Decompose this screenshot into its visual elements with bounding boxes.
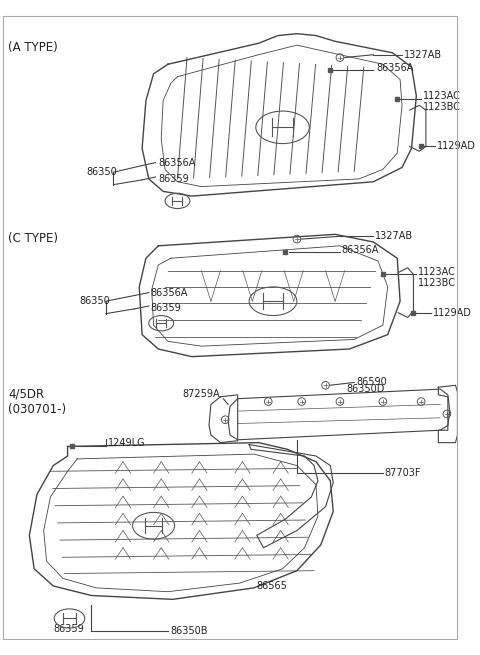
Text: 86359: 86359 — [53, 624, 84, 634]
Text: 1129AD: 1129AD — [437, 141, 476, 151]
Text: 1123AC: 1123AC — [423, 91, 461, 101]
Text: 86359: 86359 — [151, 303, 181, 313]
Text: 86590: 86590 — [356, 377, 387, 388]
Text: (C TYPE): (C TYPE) — [8, 233, 59, 246]
Text: 86565: 86565 — [257, 581, 288, 591]
Text: 1123AC: 1123AC — [418, 267, 456, 276]
Text: 1123BC: 1123BC — [418, 278, 456, 288]
Text: 86356A: 86356A — [158, 158, 196, 168]
Text: 1123BC: 1123BC — [423, 102, 461, 112]
Text: 87703F: 87703F — [385, 468, 421, 478]
Text: 86350: 86350 — [79, 296, 110, 307]
Text: 86350B: 86350B — [171, 626, 208, 636]
Text: 1249LG: 1249LG — [108, 438, 145, 448]
Text: (A TYPE): (A TYPE) — [8, 41, 58, 54]
Text: 86350: 86350 — [87, 167, 118, 178]
Text: 86356A: 86356A — [376, 63, 414, 73]
Text: 1327AB: 1327AB — [404, 50, 442, 60]
Text: 86356A: 86356A — [151, 288, 188, 297]
Text: 4/5DR
(030701-): 4/5DR (030701-) — [8, 387, 66, 416]
Text: 86350D: 86350D — [347, 384, 385, 394]
Text: 86359: 86359 — [158, 174, 189, 184]
Text: 87259A: 87259A — [183, 389, 220, 399]
Text: 86356A: 86356A — [342, 244, 379, 255]
Text: 1327AB: 1327AB — [375, 231, 413, 241]
Text: 1129AD: 1129AD — [432, 308, 471, 318]
